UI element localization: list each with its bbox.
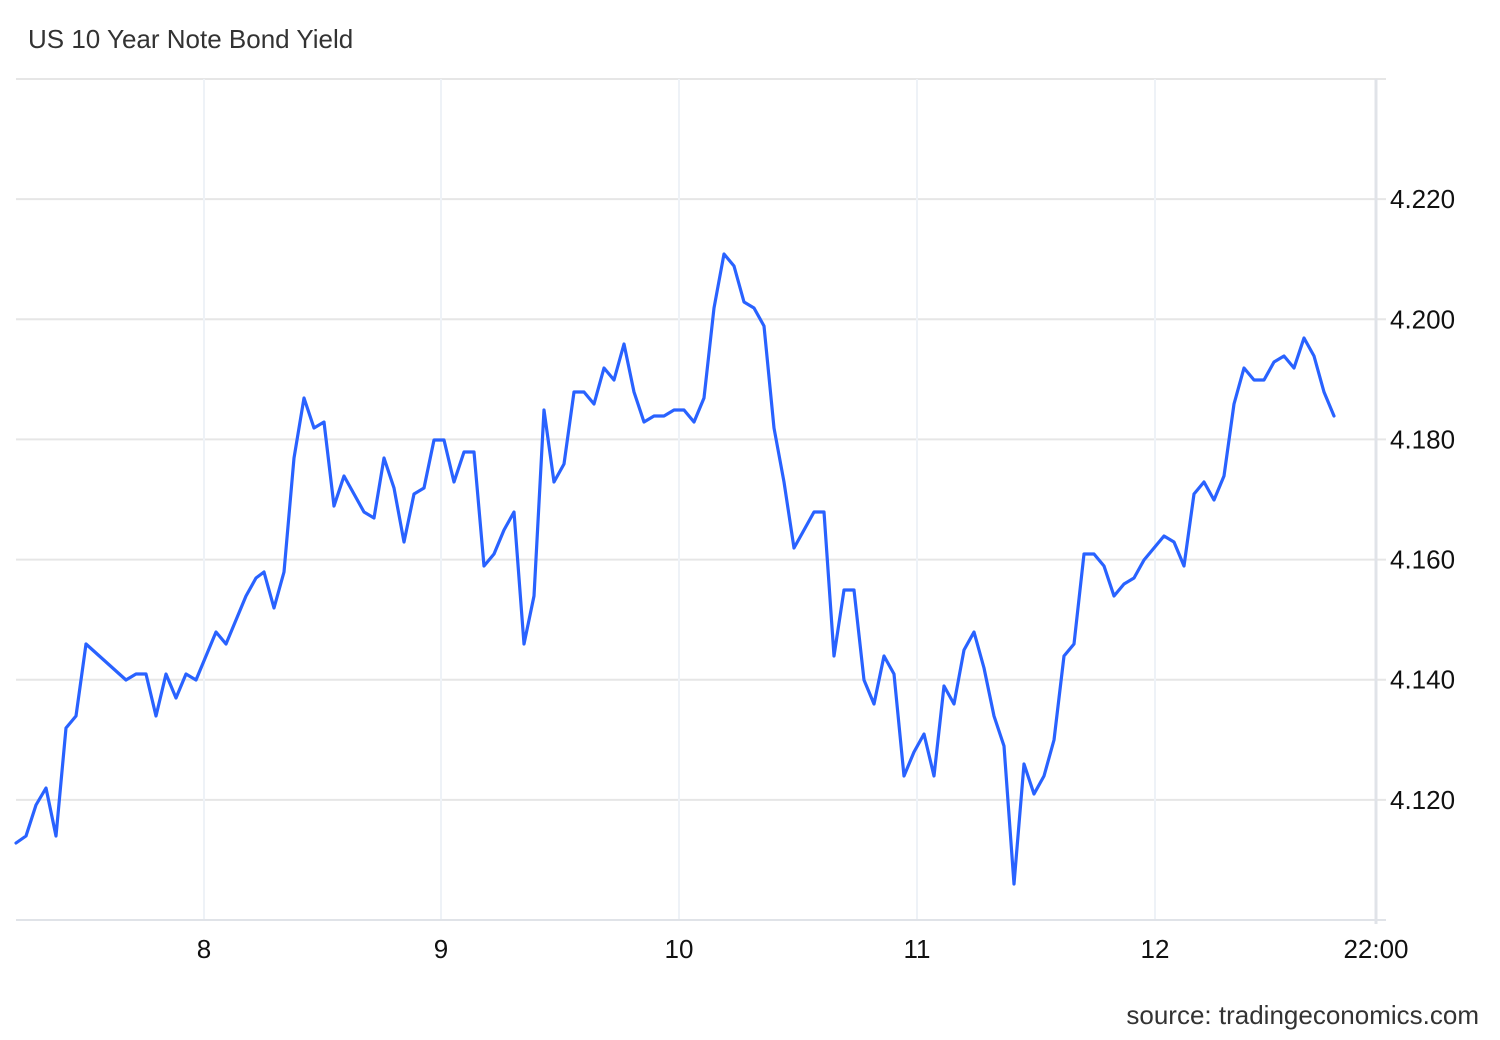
y-tick-label: 4.220 — [1390, 184, 1455, 214]
chart-title: US 10 Year Note Bond Yield — [28, 24, 354, 54]
y-tick-label: 4.180 — [1390, 424, 1455, 454]
yield-line — [14, 252, 1336, 886]
x-axis-ticks: 8 9 10 11 12 22:00 — [197, 934, 1409, 964]
x-tick-label: 9 — [434, 934, 448, 964]
y-tick-label: 4.160 — [1390, 545, 1455, 575]
x-tick-label: 22:00 — [1343, 934, 1408, 964]
y-tick-label: 4.140 — [1390, 665, 1455, 695]
y-tick-label: 4.200 — [1390, 304, 1455, 334]
y-tick-label: 4.120 — [1390, 785, 1455, 815]
x-tick-label: 10 — [665, 934, 694, 964]
x-tick-label: 11 — [904, 934, 931, 964]
x-tick-label: 12 — [1141, 934, 1170, 964]
y-axis-ticks: 4.220 4.200 4.180 4.160 4.140 4.120 — [1390, 184, 1455, 815]
gridlines — [16, 78, 1386, 920]
x-tick-label: 8 — [197, 934, 211, 964]
axes — [16, 79, 1386, 924]
source-credit: source: tradingeconomics.com — [1126, 1000, 1479, 1030]
